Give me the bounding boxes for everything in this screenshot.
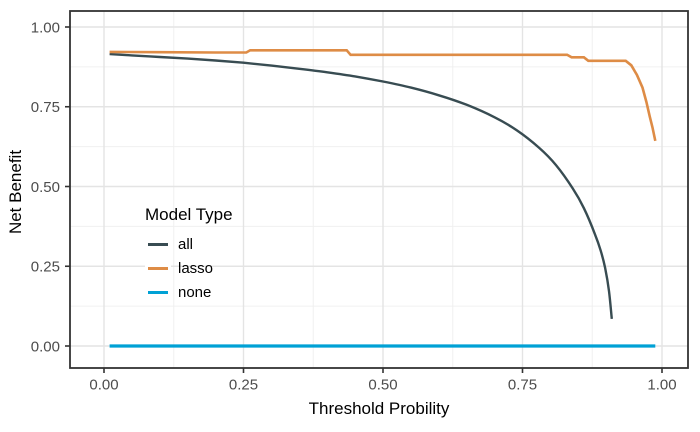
legend-title: Model Type xyxy=(145,205,233,224)
legend-swatch-lasso xyxy=(148,266,168,270)
legend-label-lasso: lasso xyxy=(178,259,214,277)
panel-background xyxy=(70,11,688,368)
x-tick-label: 0.25 xyxy=(229,376,258,393)
legend-item-all: all xyxy=(145,232,233,256)
y-tick-label: 0.25 xyxy=(31,259,60,276)
legend-label-all: all xyxy=(178,235,194,253)
legend-swatch-all xyxy=(148,242,168,246)
series-line-lasso xyxy=(109,49,657,142)
legend-key-none xyxy=(145,282,171,302)
series-line-all xyxy=(109,52,613,320)
legend-label-none: none xyxy=(178,283,212,301)
legend-key-lasso xyxy=(145,258,171,278)
x-axis-title: Threshold Probility xyxy=(308,399,450,418)
legend-swatch-none xyxy=(148,290,168,294)
x-tick-label: 0.75 xyxy=(508,376,537,393)
y-tick-label: 0.50 xyxy=(31,179,60,196)
y-tick-label: 0.00 xyxy=(31,338,60,355)
x-tick-label: 1.00 xyxy=(647,376,676,393)
y-tick-label: 1.00 xyxy=(31,19,60,36)
legend-item-lasso: lasso xyxy=(145,256,233,280)
y-tick-label: 0.75 xyxy=(31,99,60,116)
x-tick-label: 0.50 xyxy=(368,376,397,393)
legend-items: all lasso none xyxy=(145,232,233,304)
x-tick-label: 0.00 xyxy=(89,376,118,393)
legend-key-all xyxy=(145,234,171,254)
panel-border xyxy=(69,10,689,369)
y-axis-title: Net Benefit xyxy=(6,149,25,235)
legend-item-none: none xyxy=(145,280,233,304)
legend: Model Type all lasso none xyxy=(145,205,233,304)
